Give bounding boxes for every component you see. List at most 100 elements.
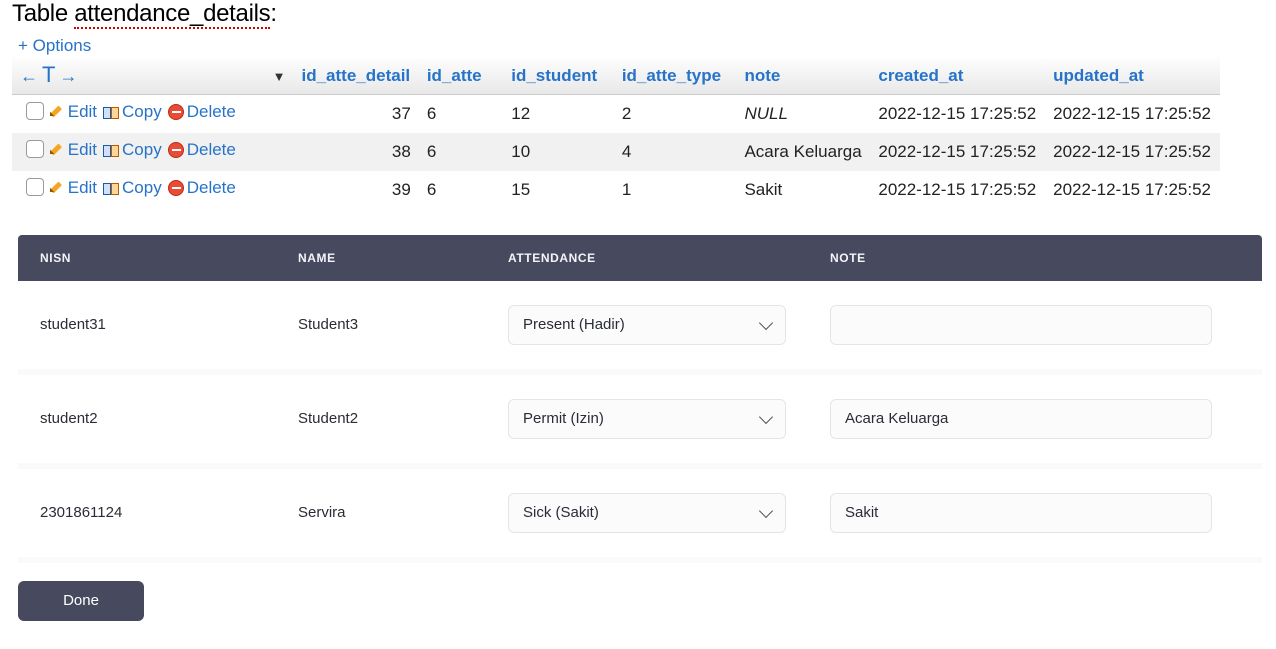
cell-note-null: NULL xyxy=(736,95,870,133)
nisn-cell: 2301861124 xyxy=(18,504,276,521)
pencil-icon xyxy=(49,180,65,196)
row-checkbox[interactable] xyxy=(26,102,44,120)
delete-label: Delete xyxy=(187,140,236,160)
cell-id-atte: 6 xyxy=(419,95,503,133)
note-input[interactable] xyxy=(830,493,1212,533)
title-colon: : xyxy=(270,0,276,27)
header-nisn: NISN xyxy=(18,235,276,281)
attendance-select[interactable]: Permit (Izin) xyxy=(508,399,786,439)
table-title: Table attendance_details: xyxy=(12,0,1276,28)
edit-label: Edit xyxy=(68,102,97,122)
edit-link[interactable]: Edit xyxy=(49,178,97,198)
copy-icon xyxy=(103,180,119,196)
edit-label: Edit xyxy=(68,140,97,160)
header-name: NAME xyxy=(276,235,486,281)
header-note: NOTE xyxy=(808,235,1262,281)
header-attendance: ATTENDANCE xyxy=(486,235,808,281)
data-table: ← T → ▼ id_atte_detail id_atte id_studen… xyxy=(12,58,1220,209)
edit-link[interactable]: Edit xyxy=(49,140,97,160)
cell-updated-at: 2022-12-15 17:25:52 xyxy=(1045,171,1220,209)
column-header-id-atte-type[interactable]: id_atte_type xyxy=(614,58,737,95)
cell-updated-at: 2022-12-15 17:25:52 xyxy=(1045,133,1220,171)
table-header-row: ← T → ▼ id_atte_detail id_atte id_studen… xyxy=(12,58,1220,95)
nisn-cell: student2 xyxy=(18,410,276,427)
nisn-cell: student31 xyxy=(18,316,276,333)
copy-icon xyxy=(103,104,119,120)
name-cell: Student3 xyxy=(276,316,486,333)
arrow-left-icon[interactable]: ← xyxy=(20,66,38,87)
pencil-icon xyxy=(49,142,65,158)
cell-note: Sakit xyxy=(736,171,870,209)
cell-id-student: 12 xyxy=(503,95,614,133)
chevron-down-icon xyxy=(759,315,773,329)
phpmyadmin-panel: Table attendance_details: + Options ← T … xyxy=(0,0,1276,209)
minus-circle-icon xyxy=(168,180,184,196)
cell-id-atte-type: 2 xyxy=(614,95,737,133)
edit-label: Edit xyxy=(68,178,97,198)
options-toggle[interactable]: + Options xyxy=(12,30,91,58)
cell-id-atte: 6 xyxy=(419,133,503,171)
copy-icon xyxy=(103,142,119,158)
column-header-id-student[interactable]: id_student xyxy=(503,58,614,95)
row-checkbox[interactable] xyxy=(26,178,44,196)
copy-label: Copy xyxy=(122,178,162,198)
title-prefix: Table xyxy=(12,0,74,27)
cell-id-student: 15 xyxy=(503,171,614,209)
delete-label: Delete xyxy=(187,178,236,198)
minus-circle-icon xyxy=(168,142,184,158)
column-header-id-atte[interactable]: id_atte xyxy=(419,58,503,95)
note-input[interactable] xyxy=(830,305,1212,345)
table-row: Edit Copy Delete 386104Acara Keluarga 2022-1… xyxy=(12,133,1220,171)
done-button[interactable]: Done xyxy=(18,581,144,621)
chevron-down-icon xyxy=(759,409,773,423)
attendance-select[interactable]: Present (Hadir) xyxy=(508,305,786,345)
name-cell: Servira xyxy=(276,504,486,521)
attendance-value: Permit (Izin) xyxy=(523,410,604,427)
copy-link[interactable]: Copy xyxy=(103,178,162,198)
column-header-id-atte-detail[interactable]: id_atte_detail xyxy=(294,58,419,95)
chevron-down-icon xyxy=(759,503,773,517)
copy-link[interactable]: Copy xyxy=(103,102,162,122)
form-row: student31Student3 Present (Hadir) xyxy=(18,281,1262,375)
delete-link[interactable]: Delete xyxy=(168,178,236,198)
cell-id-atte-type: 1 xyxy=(614,171,737,209)
cell-note: Acara Keluarga xyxy=(736,133,870,171)
delete-link[interactable]: Delete xyxy=(168,140,236,160)
table-row: EditCopyDelete396151Sakit2022-12-15 17:2… xyxy=(12,171,1220,209)
column-header-updated-at[interactable]: updated_at xyxy=(1045,58,1220,95)
row-checkbox[interactable] xyxy=(26,140,44,158)
minus-circle-icon xyxy=(168,104,184,120)
title-tablename: attendance_details xyxy=(74,0,270,29)
delete-label: Delete xyxy=(187,102,236,122)
cell-id-atte-detail: 38 xyxy=(294,133,419,171)
cell-id-atte: 6 xyxy=(419,171,503,209)
cell-created-at: 2022-12-15 17:25:52 xyxy=(870,95,1045,133)
actions-column-header[interactable]: ← T → ▼ xyxy=(12,58,294,95)
delete-link[interactable]: Delete xyxy=(168,102,236,122)
name-cell: Student2 xyxy=(276,410,486,427)
form-row: 2301861124Servira Sick (Sakit) xyxy=(18,469,1262,563)
column-header-note[interactable]: note xyxy=(736,58,870,95)
cell-id-student: 10 xyxy=(503,133,614,171)
text-cursor-icon: T xyxy=(42,62,55,88)
arrow-right-icon[interactable]: → xyxy=(59,66,77,87)
attendance-form: NISN NAME ATTENDANCE NOTE student31Stude… xyxy=(18,235,1262,639)
attendance-select[interactable]: Sick (Sakit) xyxy=(508,493,786,533)
pencil-icon xyxy=(49,104,65,120)
edit-link[interactable]: Edit xyxy=(49,102,97,122)
form-header-row: NISN NAME ATTENDANCE NOTE xyxy=(18,235,1262,281)
cell-id-atte-type: 4 xyxy=(614,133,737,171)
form-row: student2Student2 Permit (Izin) xyxy=(18,375,1262,469)
copy-label: Copy xyxy=(122,102,162,122)
attendance-value: Sick (Sakit) xyxy=(523,504,599,521)
copy-link[interactable]: Copy xyxy=(103,140,162,160)
column-header-created-at[interactable]: created_at xyxy=(870,58,1045,95)
cell-updated-at: 2022-12-15 17:25:52 xyxy=(1045,95,1220,133)
cell-id-atte-detail: 39 xyxy=(294,171,419,209)
table-row: EditCopyDelete376122NULL2022-12-15 17:25… xyxy=(12,95,1220,133)
attendance-value: Present (Hadir) xyxy=(523,316,625,333)
sort-triangle-icon[interactable]: ▼ xyxy=(273,69,286,84)
form-footer: Done xyxy=(18,563,1262,639)
note-input[interactable] xyxy=(830,399,1212,439)
cell-created-at: 2022-12-15 17:25:52 xyxy=(870,171,1045,209)
